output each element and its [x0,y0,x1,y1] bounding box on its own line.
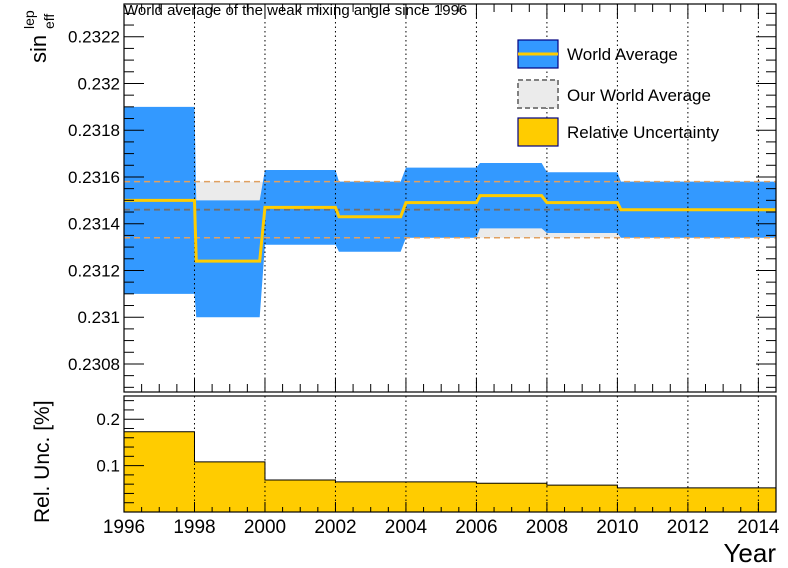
x-tick-label: 2000 [244,517,286,538]
legend-swatch-our-world-average [517,79,559,109]
relative-uncertainty-fill [124,431,776,512]
ratio-plot-fills [124,431,776,512]
chart-title: World average of the weak mixing angle s… [124,2,467,19]
main-y-axis-label: sin lep eff [21,10,57,63]
x-tick-label: 2010 [596,517,638,538]
ratio-y-tick-label: 0.2 [96,410,120,429]
main-y-tick-label: 0.2314 [68,215,120,234]
legend: World Average Our World Average Relative… [517,39,720,147]
world-average-line [124,194,776,263]
legend-label-world-average: World Average [567,45,678,64]
x-tick-label: 2014 [737,517,780,538]
main-y-tick-label: 0.2318 [68,121,120,140]
y-axis-label-main: sin [26,35,51,63]
main-plot-frame [123,3,777,393]
world-average-band [124,106,776,318]
main-plot-axes: 0.2308 0.231 0.2312 0.2314 0.2316 0.2318 0.232… [68,3,777,393]
main-y-tick-label: 0.2316 [68,168,120,187]
y-axis-label-sub: eff [41,14,57,29]
x-tick-label: 2006 [455,517,497,538]
y-axis-label-sup: lep [21,10,37,29]
x-tick-label: 2008 [526,517,568,538]
ratio-plot-grid [193,396,759,512]
main-y-tick-label: 0.2308 [68,355,120,374]
main-y-tick-label: 0.231 [77,308,120,327]
x-tick-label: 1998 [173,517,215,538]
ratio-plot-axes: 0.1 0.2 1996 1998 2000 2002 2004 2006 2008 2010 20… [96,395,780,538]
legend-label-relative-uncertainty: Relative Uncertainty [567,123,720,142]
x-tick-label: 2004 [385,517,428,538]
legend-swatch-relative-uncertainty [517,117,559,147]
legend-label-our-world-average: Our World Average [567,86,711,105]
ratio-y-tick-label: 0.1 [96,457,120,476]
main-plot-grid [193,4,759,392]
main-y-tick-label: 0.232 [77,74,120,93]
x-tick-label: 2002 [314,517,356,538]
ratio-plot-frame [123,395,777,513]
ratio-y-axis-label: Rel. Unc. [%] [31,400,54,523]
main-y-tick-label: 0.2312 [68,261,120,280]
x-tick-label: 2012 [667,517,709,538]
x-axis-label: Year [723,538,776,568]
main-y-tick-label: 0.2322 [68,28,120,47]
x-tick-label: 1996 [103,517,145,538]
main-plot-lines [124,180,776,263]
